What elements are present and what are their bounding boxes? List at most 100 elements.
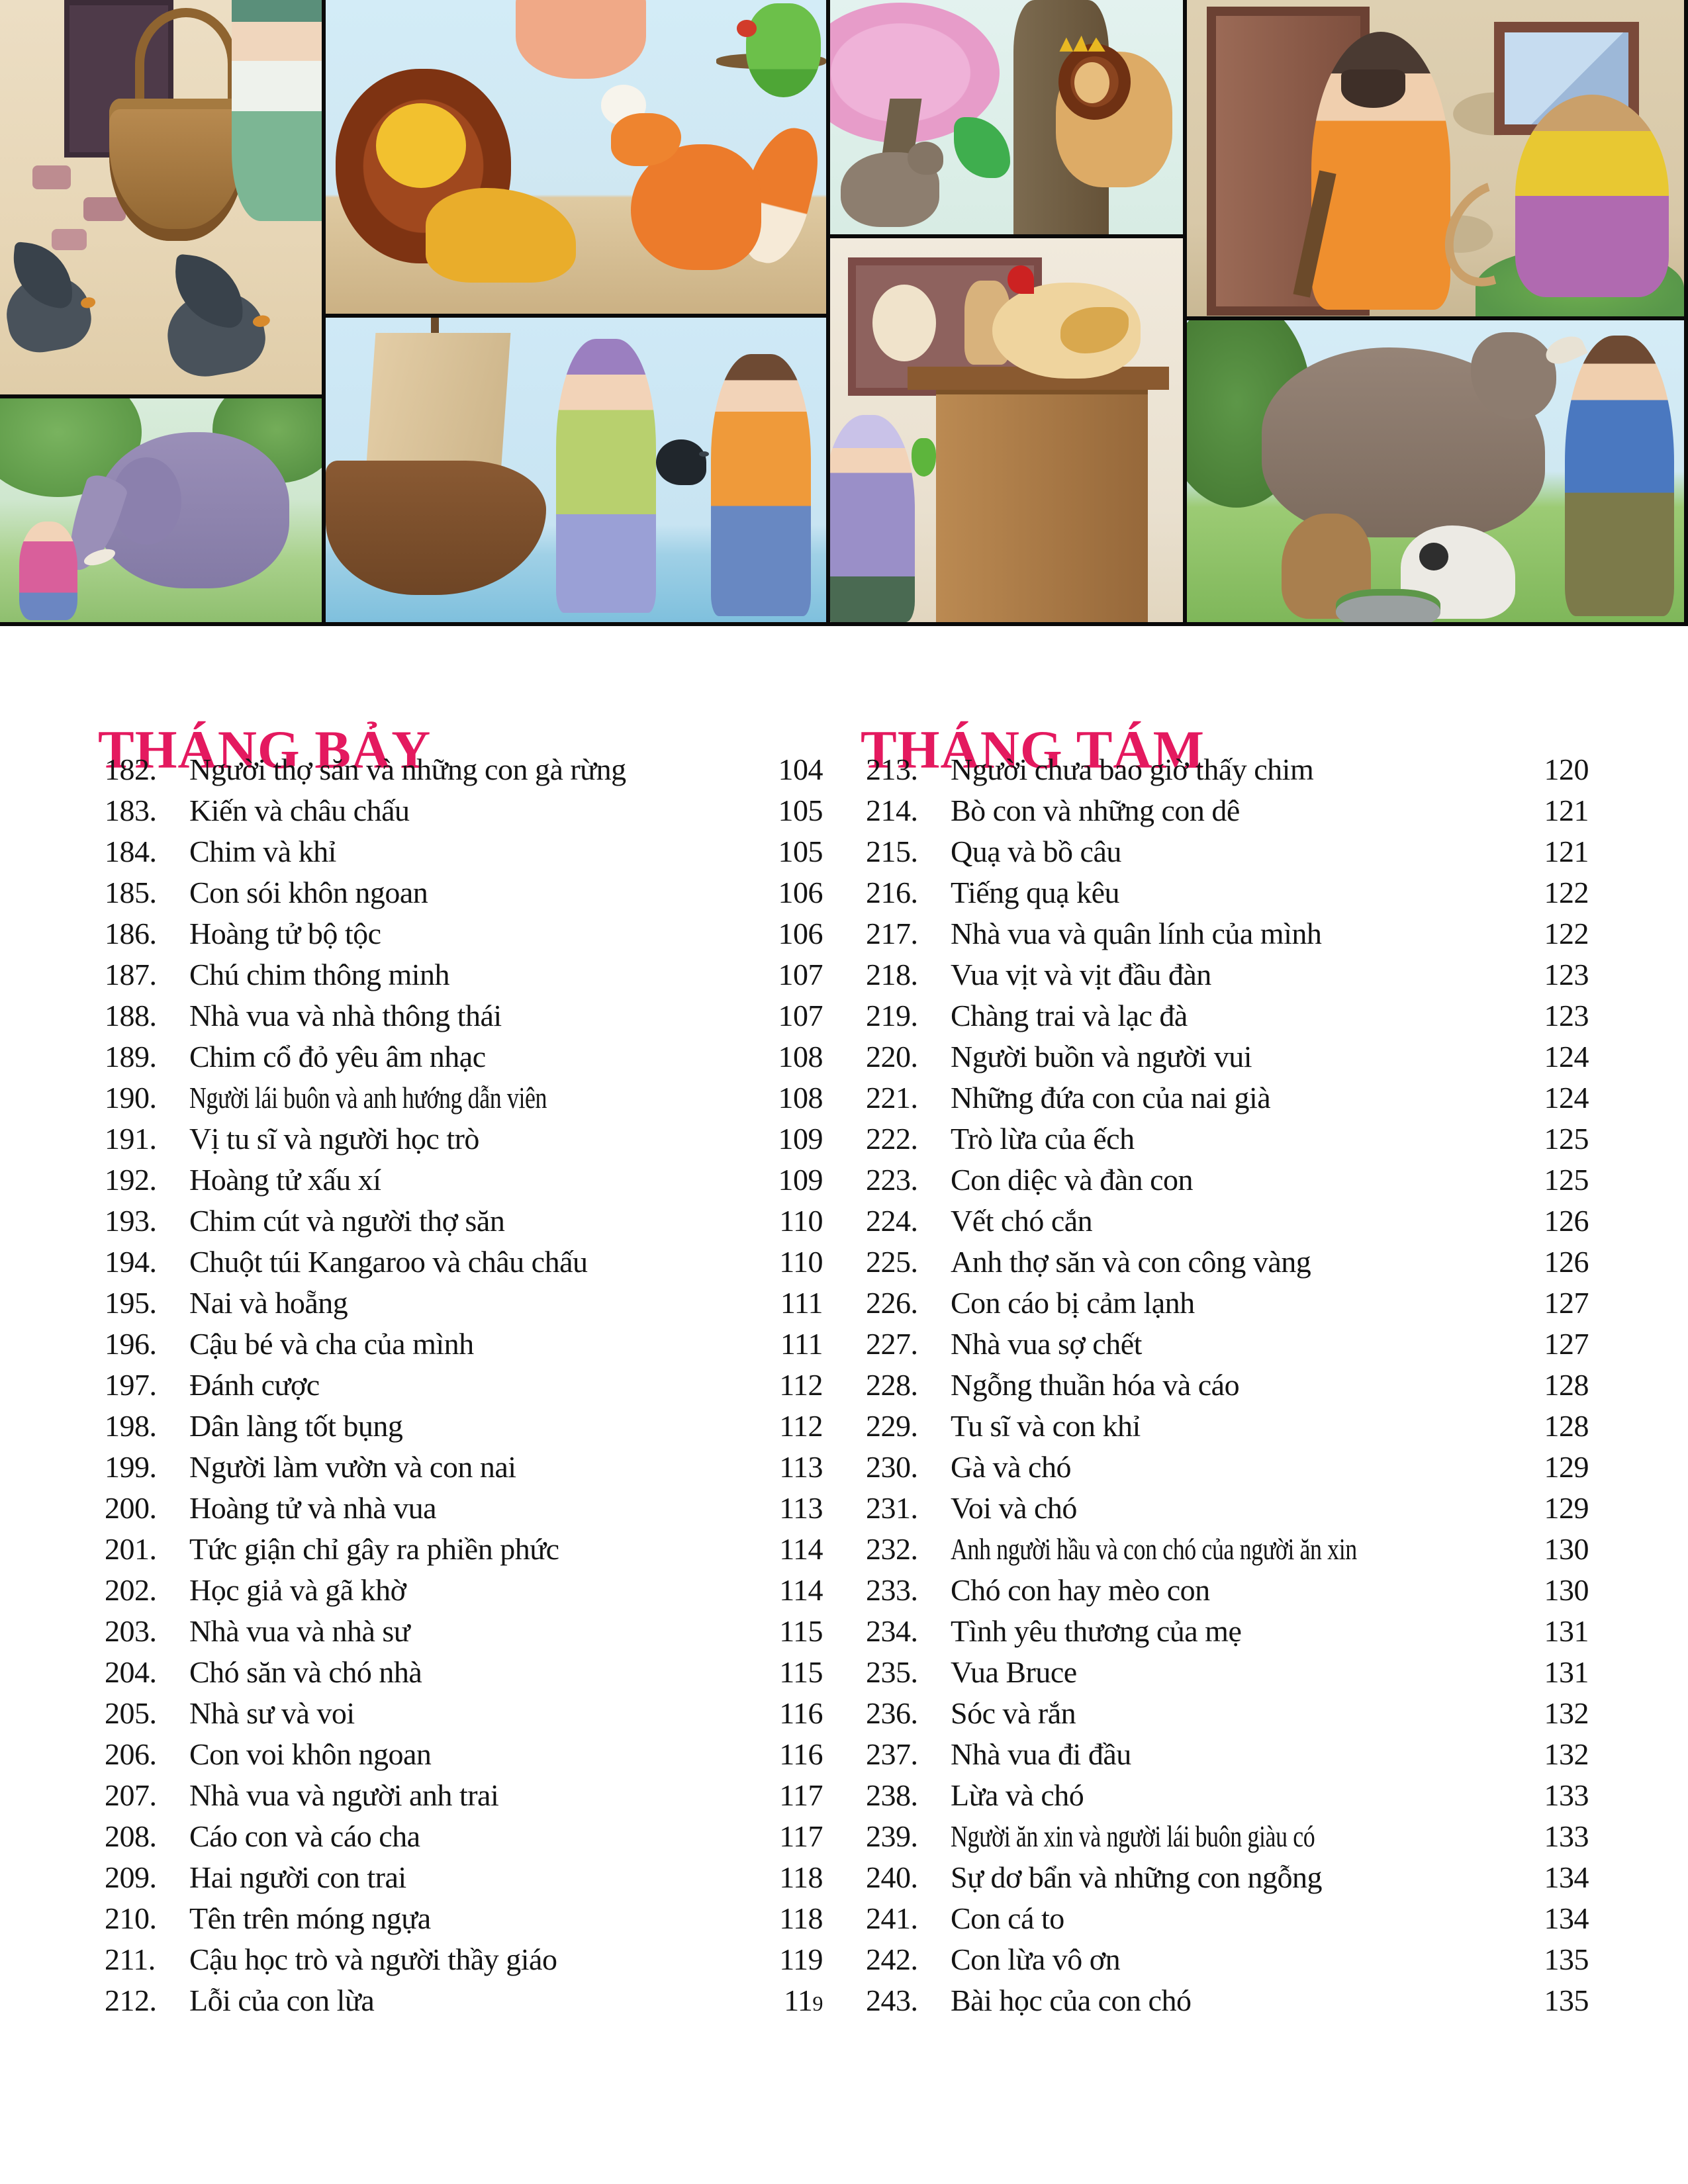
- toc-entry-title: Chuột túi Kangaroo và châu chấu: [189, 1245, 588, 1279]
- toc-entry: 192. Hoàng tử xấu xí 109: [105, 1162, 823, 1203]
- toc-entry-number: 242.: [866, 1942, 918, 1976]
- toc-entry-number: 192.: [105, 1163, 157, 1197]
- toc-entry: 208. Cáo con và cáo cha 117: [105, 1819, 823, 1860]
- toc-entry-title: Nhà vua và người anh trai: [189, 1778, 499, 1812]
- toc-entry: 209. Hai người con trai 118: [105, 1860, 823, 1901]
- toc-entry: 184. Chim và khỉ 105: [105, 834, 823, 875]
- brick-shape: [51, 228, 87, 251]
- toc-entry-title: Nhà vua và nhà thông thái: [189, 999, 502, 1032]
- toc-entry-number: 228.: [866, 1368, 918, 1402]
- toc-entry-page: 112: [779, 1409, 823, 1443]
- toc-entry-number: 199.: [105, 1450, 157, 1484]
- toc-entry-number: 207.: [105, 1778, 157, 1812]
- elephant-figure: [96, 432, 290, 589]
- toc-entry-title: Cậu học trò và người thầy giáo: [189, 1942, 557, 1976]
- toc-entry: 240. Sự dơ bẩn và những con ngỗng 134: [866, 1860, 1589, 1901]
- toc-entry: 186. Hoàng tử bộ tộc 106: [105, 916, 823, 957]
- toc-entry-page: 112: [779, 1368, 823, 1402]
- toc-entry-number: 203.: [105, 1614, 157, 1648]
- toc-entry-number: 182.: [105, 752, 157, 786]
- toc-entry-title: Ngỗng thuần hóa và cáo: [951, 1368, 1240, 1402]
- lion-face-shape: [375, 103, 466, 189]
- toc-entry: 183. Kiến và châu chấu 105: [105, 793, 823, 834]
- illustration-lion-and-fox: [326, 0, 826, 314]
- toc-entry-title: Con voi khôn ngoan: [189, 1737, 432, 1771]
- toc-entry-page: 134: [1544, 1860, 1589, 1894]
- toc-entry-page: 126: [1544, 1204, 1589, 1238]
- toc-entry-page: 105: [778, 835, 823, 868]
- toc-entry: 205. Nhà sư và voi 116: [105, 1696, 823, 1737]
- toc-entry-number: 234.: [866, 1614, 918, 1648]
- toc-entry: 202. Học giả và gã khờ 114: [105, 1572, 823, 1614]
- toc-entry-page: 105: [778, 794, 823, 827]
- pedestal-shape: [935, 384, 1148, 622]
- toc-entry-page: 128: [1544, 1409, 1589, 1443]
- toc-entry-number: 240.: [866, 1860, 918, 1894]
- toc-entry: 182. Người thợ săn và những con gà rừng 10…: [105, 752, 823, 793]
- toc-entry-title: Nhà sư và voi: [189, 1696, 355, 1730]
- illustration-hen-on-cupboard: [830, 238, 1183, 622]
- toc-entry-title: Người thợ săn và những con gà rừng: [189, 752, 626, 786]
- crow-icon: [655, 439, 709, 485]
- toc-entry: 191. Vị tu sĩ và người học trò 109: [105, 1121, 823, 1162]
- toc-entry-page: 117: [779, 1778, 823, 1812]
- fox-head-shape: [610, 113, 681, 167]
- toc-entry-title: Voi và chó: [951, 1491, 1077, 1525]
- toc-entry-title: Nhà vua đi đầu: [951, 1737, 1131, 1771]
- toc-entry-number: 217.: [866, 917, 918, 950]
- toc-entry: 223. Con diệc và đàn con 125: [866, 1162, 1589, 1203]
- toc-entry-number: 204.: [105, 1655, 157, 1689]
- toc-entry-title: Hoàng tử xấu xí: [189, 1163, 381, 1197]
- toc-entry: 210. Tên trên móng ngựa 118: [105, 1901, 823, 1942]
- toc-entry: 237. Nhà vua đi đầu 132: [866, 1737, 1589, 1778]
- toc-entry-page: 130: [1544, 1532, 1589, 1566]
- toc-entry: 218. Vua vịt và vịt đầu đàn 123: [866, 957, 1589, 998]
- toc-entry: 238. Lừa và chó 133: [866, 1778, 1589, 1819]
- toc-entry-title: Chim và khỉ: [189, 835, 336, 868]
- toc-entry-title: Bò con và những con dê: [951, 794, 1240, 827]
- toc-entry: 214. Bò con và những con dê 121: [866, 793, 1589, 834]
- toc-entry: 232. Anh người hầu và con chó của người ă…: [866, 1531, 1589, 1572]
- illustration-elephant-and-woman: [0, 398, 322, 622]
- toc-entry-number: 206.: [105, 1737, 157, 1771]
- toc-entry-page: 129: [1544, 1491, 1589, 1525]
- lion-body-shape: [426, 188, 576, 283]
- toc-entry-number: 241.: [866, 1901, 918, 1935]
- toc-entry: 229. Tu sĩ và con khỉ 128: [866, 1408, 1589, 1449]
- ship-sail-shape: [365, 333, 511, 473]
- toc-entry: 226. Con cáo bị cảm lạnh 127: [866, 1285, 1589, 1326]
- toc-entry-title: Tình yêu thương của mẹ: [951, 1614, 1242, 1648]
- toc-entry-number: 218.: [866, 958, 918, 991]
- hen-figure: [992, 265, 1141, 379]
- toc-entry: 216. Tiếng quạ kêu 122: [866, 875, 1589, 916]
- toc-entry: 190. Người lái buôn và anh hướng dẫn viên…: [105, 1080, 823, 1121]
- toc-entry-number: 226.: [866, 1286, 918, 1320]
- toc-entry-number: 215.: [866, 835, 918, 868]
- ship-hull-shape: [326, 461, 546, 595]
- man-in-blue-figure: [1564, 335, 1674, 616]
- toc-entry-page: 113: [779, 1491, 823, 1525]
- toc-entry: 230. Gà và chó 129: [866, 1449, 1589, 1490]
- toc-entry-number: 225.: [866, 1245, 918, 1279]
- basket-shape: [109, 99, 245, 241]
- toc-entry: 198. Dân làng tốt bụng 112: [105, 1408, 823, 1449]
- miller-figure: [231, 0, 322, 221]
- toc-entry-number: 202.: [105, 1573, 157, 1607]
- toc-entry-number: 201.: [105, 1532, 157, 1566]
- toc-entry-title: Lỗi của con lừa: [189, 1983, 375, 2017]
- toc-entry-title: Tên trên móng ngựa: [189, 1901, 431, 1935]
- toc-entry-page: 104: [778, 752, 823, 786]
- toc-entry-title: Đánh cược: [189, 1368, 320, 1402]
- toc-entry-number: 208.: [105, 1819, 157, 1853]
- toc-entry-title: Trò lừa của ếch: [951, 1122, 1135, 1156]
- toc-entry: 211. Cậu học trò và người thầy giáo 119: [105, 1942, 823, 1983]
- toc-entry-page: 109: [778, 1163, 823, 1197]
- toc-entry-title: Vị tu sĩ và người học trò: [189, 1122, 479, 1156]
- toc-entry: 185. Con sói khôn ngoan 106: [105, 875, 823, 916]
- wolf-figure: [840, 142, 944, 228]
- toc-entry: 207. Nhà vua và người anh trai 117: [105, 1778, 823, 1819]
- toc-entry: 197. Đánh cược 112: [105, 1367, 823, 1408]
- toc-entry: 217. Nhà vua và quân lính của mình 122: [866, 916, 1589, 957]
- toc-entry-page: 122: [1544, 917, 1589, 950]
- toc-entry-page: 127: [1544, 1327, 1589, 1361]
